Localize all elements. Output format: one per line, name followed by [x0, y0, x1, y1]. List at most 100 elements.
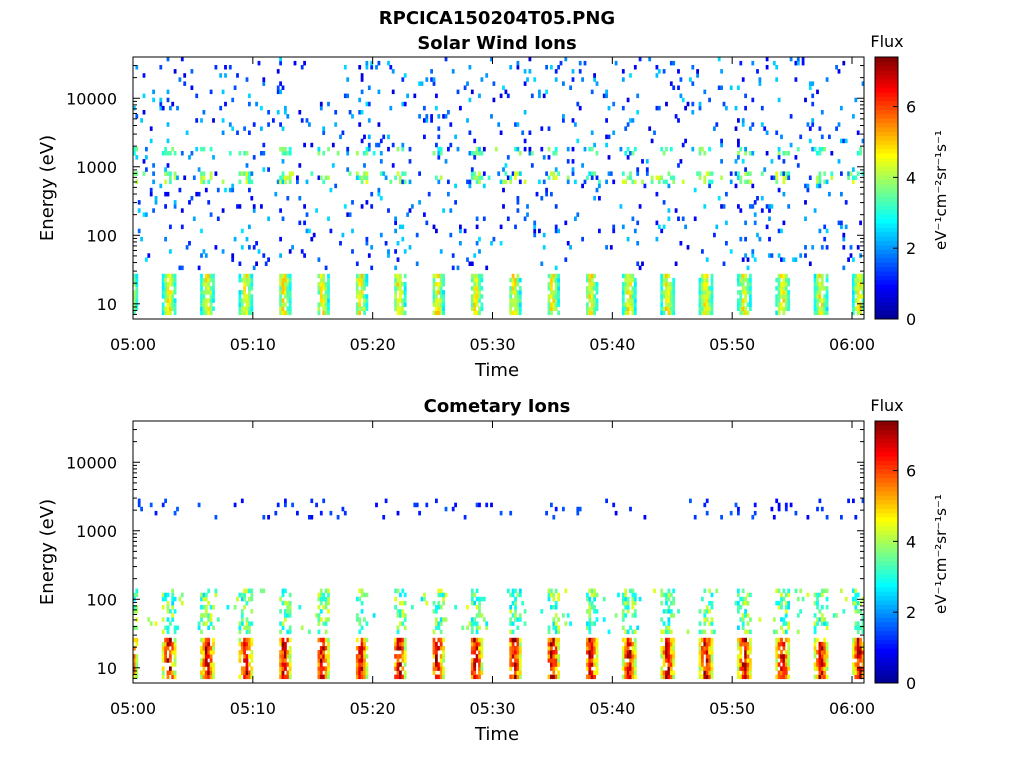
- heatmap-cell: [854, 674, 858, 680]
- heatmap-cell: [770, 175, 774, 180]
- heatmap-cell: [245, 617, 249, 622]
- heatmap-cell: [852, 306, 855, 311]
- heatmap-cell: [844, 200, 848, 205]
- heatmap-cell: [171, 596, 175, 602]
- heatmap-cell: [784, 175, 788, 180]
- heatmap-cell: [698, 670, 702, 675]
- heatmap-cell: [777, 654, 781, 659]
- heatmap-cell: [744, 306, 747, 311]
- heatmap-cell: [437, 273, 441, 279]
- heatmap-cell: [403, 298, 407, 303]
- heatmap-cell: [288, 674, 292, 680]
- heatmap-cell: [681, 216, 685, 221]
- heatmap-cell: [435, 641, 438, 647]
- colorbar-segment: [875, 617, 898, 623]
- heatmap-cell: [360, 204, 364, 209]
- heatmap-cell: [749, 637, 752, 643]
- heatmap-cell: [228, 65, 232, 70]
- heatmap-cell: [274, 191, 278, 197]
- heatmap-cell: [784, 670, 788, 675]
- heatmap-cell: [257, 249, 261, 254]
- heatmap-cell: [518, 670, 522, 675]
- heatmap-cell: [365, 179, 369, 185]
- heatmap-cell: [516, 637, 520, 643]
- heatmap-cell: [509, 629, 513, 635]
- heatmap-cell: [533, 220, 537, 226]
- heatmap-cell: [164, 637, 167, 643]
- heatmap-cell: [780, 674, 783, 680]
- heatmap-cell: [245, 302, 249, 307]
- heatmap-cell: [739, 236, 743, 242]
- heatmap-cell: [466, 179, 469, 185]
- heatmap-cell: [315, 208, 318, 213]
- heatmap-cell: [744, 637, 747, 643]
- heatmap-cell: [202, 294, 206, 299]
- heatmap-cell: [679, 77, 683, 82]
- heatmap-cell: [816, 617, 819, 622]
- heatmap-cell: [813, 286, 817, 291]
- heatmap-cell: [171, 674, 175, 680]
- heatmap-cell: [782, 175, 786, 180]
- heatmap-cell: [240, 298, 244, 303]
- heatmap-cell: [708, 146, 711, 152]
- heatmap-cell: [746, 666, 750, 671]
- heatmap-cell: [672, 613, 676, 618]
- heatmap-cell: [590, 588, 594, 594]
- heatmap-cell: [284, 617, 287, 622]
- heatmap-cell: [844, 596, 848, 602]
- heatmap-cell: [145, 212, 148, 217]
- heatmap-cell: [147, 617, 151, 622]
- heatmap-cell: [782, 617, 786, 622]
- heatmap-cell: [480, 662, 484, 667]
- heatmap-cell: [631, 302, 635, 307]
- heatmap-cell: [818, 151, 822, 156]
- heatmap-cell: [852, 167, 855, 172]
- heatmap-cell: [660, 654, 664, 659]
- heatmap-cell: [782, 588, 786, 594]
- heatmap-cell: [355, 294, 359, 299]
- heatmap-cell: [439, 277, 443, 283]
- heatmap-cell: [703, 637, 707, 643]
- heatmap-cell: [550, 605, 553, 610]
- heatmap-cell: [442, 674, 445, 680]
- heatmap-cell: [710, 670, 714, 675]
- heatmap-cell: [279, 122, 282, 127]
- heatmap-cell: [351, 200, 354, 205]
- heatmap-cell: [288, 277, 292, 283]
- heatmap-cell: [360, 662, 364, 667]
- colorbar-segment: [875, 552, 898, 557]
- heatmap-cell: [550, 666, 553, 671]
- heatmap-cell: [631, 306, 635, 311]
- colorbar-segment: [875, 78, 898, 84]
- heatmap-cell: [401, 637, 405, 643]
- heatmap-cell: [787, 666, 791, 671]
- heatmap-cell: [756, 196, 759, 201]
- heatmap-cell: [499, 130, 503, 135]
- heatmap-cell: [588, 646, 592, 651]
- heatmap-cell: [624, 605, 628, 610]
- heatmap-cell: [403, 670, 407, 675]
- heatmap-cell: [729, 85, 733, 90]
- heatmap-cell: [202, 641, 206, 647]
- heatmap-cell: [540, 126, 544, 131]
- heatmap-cell: [394, 306, 397, 311]
- heatmap-cell: [363, 650, 366, 655]
- heatmap-cell: [737, 204, 740, 209]
- heatmap-cell: [679, 159, 683, 164]
- heatmap-cell: [135, 114, 139, 119]
- heatmap-cell: [861, 674, 865, 680]
- heatmap-cell: [595, 151, 599, 156]
- heatmap-cell: [140, 236, 143, 242]
- heatmap-cell: [840, 138, 843, 144]
- heatmap-cell: [629, 294, 632, 299]
- heatmap-cell: [595, 175, 599, 180]
- heatmap-cell: [859, 286, 862, 291]
- heatmap-cell: [475, 175, 479, 180]
- heatmap-cell: [554, 282, 558, 287]
- heatmap-cell: [260, 204, 263, 209]
- heatmap-cell: [262, 77, 266, 82]
- heatmap-cell: [164, 298, 167, 303]
- colorbar-segment: [875, 179, 898, 185]
- heatmap-cell: [784, 629, 788, 635]
- heatmap-cell: [677, 163, 680, 168]
